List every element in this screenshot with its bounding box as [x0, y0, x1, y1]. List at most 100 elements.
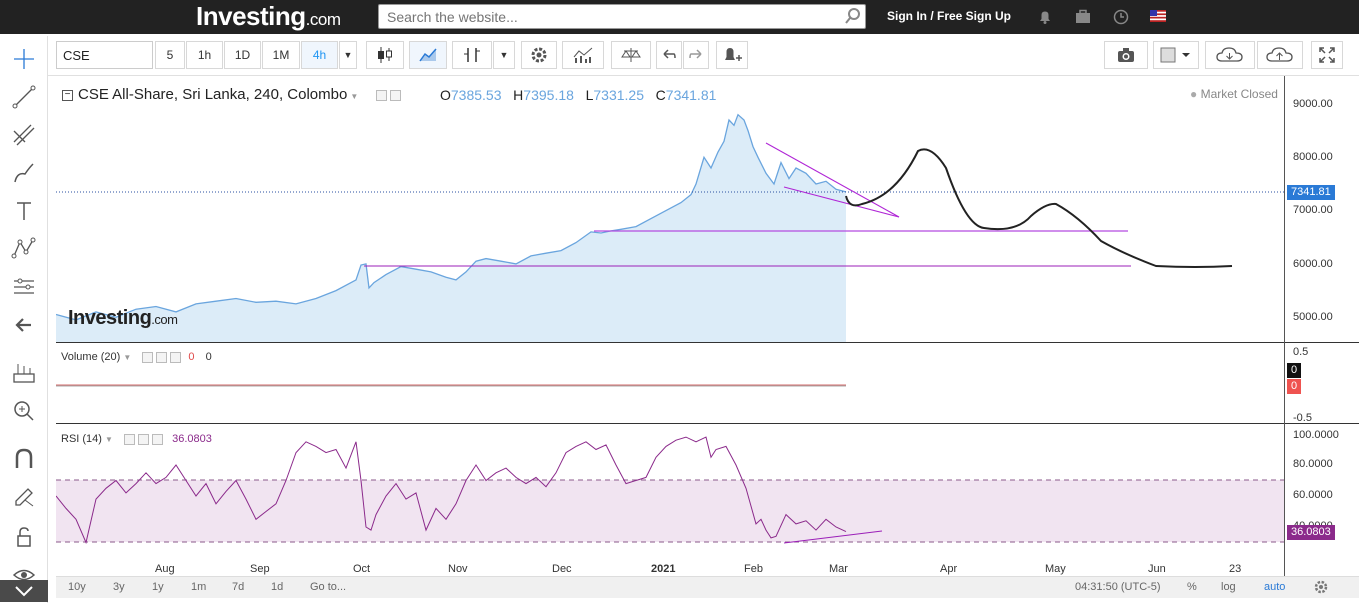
- bottom-settings-gear-icon[interactable]: [1313, 579, 1329, 595]
- gear-icon: [531, 47, 547, 63]
- interval-1m-button[interactable]: 1M: [262, 41, 300, 69]
- chart-title[interactable]: CSE All-Share, Sri Lanka, 240, Colombo: [78, 86, 348, 103]
- indicators-icon: [573, 47, 593, 63]
- x-axis-label: Nov: [448, 563, 468, 575]
- zoom-in-icon[interactable]: [11, 398, 37, 424]
- measure-tool-icon[interactable]: [11, 360, 37, 386]
- interval-5-button[interactable]: 5: [155, 41, 185, 69]
- price-axis-label: 6000.00: [1293, 258, 1333, 270]
- redo-button[interactable]: [683, 41, 709, 69]
- title-dropdown-icon[interactable]: ▼: [350, 92, 359, 101]
- bottom-range-bar: [56, 576, 1359, 598]
- volume-pane: [56, 384, 846, 387]
- interval-1d-button[interactable]: 1D: [224, 41, 261, 69]
- fib-tool-icon[interactable]: [11, 122, 37, 148]
- fullscreen-icon: [1319, 47, 1335, 63]
- cloud-save-button[interactable]: [1257, 41, 1303, 69]
- settings-button[interactable]: [521, 41, 557, 69]
- layout-button[interactable]: [1153, 41, 1199, 69]
- range-1d-button[interactable]: 1d: [271, 581, 284, 593]
- volume-rsi-divider: [56, 423, 1359, 424]
- rsi-band: [56, 480, 1284, 542]
- clock-icon[interactable]: [1113, 9, 1129, 25]
- volume-close-icon[interactable]: [170, 351, 182, 363]
- price-axis-label: 7000.00: [1293, 204, 1333, 216]
- text-tool-icon[interactable]: [11, 198, 37, 224]
- crosshair-icon[interactable]: [11, 46, 37, 72]
- x-axis-label: Oct: [353, 563, 371, 575]
- compare-dropdown-button[interactable]: ▼: [493, 41, 515, 69]
- volume-axis-label: -0.5: [1293, 412, 1312, 424]
- goto-button[interactable]: Go to...: [310, 581, 347, 593]
- area-chart-button[interactable]: [409, 41, 447, 69]
- price-pane: [56, 113, 1284, 342]
- volume-visibility-icon[interactable]: [142, 351, 154, 363]
- auto-scale-button[interactable]: auto: [1264, 581, 1286, 593]
- fullscreen-button[interactable]: [1311, 41, 1343, 69]
- undo-icon: [663, 49, 676, 59]
- x-axis-label: Mar: [829, 563, 848, 575]
- search-icon[interactable]: [844, 7, 862, 25]
- compare-button[interactable]: [452, 41, 492, 69]
- alert-button[interactable]: [716, 41, 748, 69]
- cloud-load-button[interactable]: [1205, 41, 1255, 69]
- log-scale-button[interactable]: log: [1221, 581, 1236, 593]
- visibility-toggle-icon[interactable]: [376, 89, 388, 101]
- range-1y-button[interactable]: 1y: [152, 581, 164, 593]
- price-axis-label: 5000.00: [1293, 311, 1333, 323]
- main-chart-svg[interactable]: [56, 76, 1284, 576]
- trendline-upper: [765, 142, 900, 218]
- area-chart-icon: [419, 48, 437, 62]
- range-7d-button[interactable]: 7d: [232, 581, 245, 593]
- briefcase-icon[interactable]: [1075, 9, 1091, 25]
- candles-button[interactable]: [366, 41, 404, 69]
- stay-drawing-icon[interactable]: [11, 484, 37, 510]
- range-3y-button[interactable]: 3y: [113, 581, 125, 593]
- volume-axis-label: 0.5: [1293, 346, 1309, 358]
- us-flag-icon[interactable]: [1150, 10, 1166, 22]
- price-axis[interactable]: [1284, 76, 1359, 578]
- collapse-legend-button[interactable]: −: [62, 89, 73, 101]
- indicators-button[interactable]: [562, 41, 604, 69]
- back-arrow-icon[interactable]: [11, 312, 37, 338]
- volume-legend: Volume (20) ▼ 0 0: [61, 351, 212, 363]
- rsi-visibility-icon[interactable]: [124, 433, 136, 445]
- screenshot-button[interactable]: [1104, 41, 1148, 69]
- market-status-text: Market Closed: [1200, 87, 1278, 101]
- volume-value-1: 0: [188, 351, 195, 363]
- investing-logo[interactable]: Investing.com: [196, 1, 341, 32]
- rsi-label[interactable]: RSI (14): [61, 433, 102, 445]
- cloud-upload-icon: [1266, 47, 1293, 62]
- x-axis-label: Feb: [744, 563, 763, 575]
- rsi-close-icon[interactable]: [152, 433, 164, 445]
- volume-settings-icon[interactable]: [156, 351, 168, 363]
- range-10y-button[interactable]: 10y: [68, 581, 86, 593]
- range-1m-button[interactable]: 1m: [191, 581, 207, 593]
- pattern-tool-icon[interactable]: [11, 236, 37, 262]
- undo-button[interactable]: [656, 41, 682, 69]
- search-input[interactable]: [378, 4, 866, 29]
- brush-icon[interactable]: [11, 160, 37, 186]
- prediction-tool-icon[interactable]: [11, 274, 37, 300]
- lock-icon[interactable]: [11, 524, 37, 550]
- interval-1h-button[interactable]: 1h: [186, 41, 223, 69]
- sign-in-link[interactable]: Sign In / Free Sign Up: [887, 9, 1012, 23]
- top-navigation-bar: Investing.com Sign In / Free Sign Up: [0, 0, 1359, 34]
- interval-dropdown-button[interactable]: ▼: [339, 41, 357, 69]
- symbol-input[interactable]: CSE: [56, 41, 153, 69]
- rsi-settings-icon[interactable]: [138, 433, 150, 445]
- volume-label[interactable]: Volume (20): [61, 351, 121, 363]
- percent-scale-button[interactable]: %: [1187, 581, 1197, 593]
- eye-icon[interactable]: [11, 562, 37, 588]
- compare-scale-button[interactable]: [611, 41, 651, 69]
- rsi-divergence-line: [783, 530, 883, 544]
- magnet-icon[interactable]: [11, 446, 37, 472]
- legend-settings-icon[interactable]: [390, 89, 402, 101]
- interval-4h-button[interactable]: 4h: [301, 41, 338, 69]
- clock-time: 04:31:50 (UTC-5): [1075, 581, 1161, 593]
- x-axis-label: 23: [1229, 563, 1242, 575]
- chevron-down-icon[interactable]: [0, 580, 48, 602]
- trend-line-icon[interactable]: [11, 84, 37, 110]
- bell-icon[interactable]: [1037, 9, 1053, 25]
- redo-icon: [689, 49, 702, 59]
